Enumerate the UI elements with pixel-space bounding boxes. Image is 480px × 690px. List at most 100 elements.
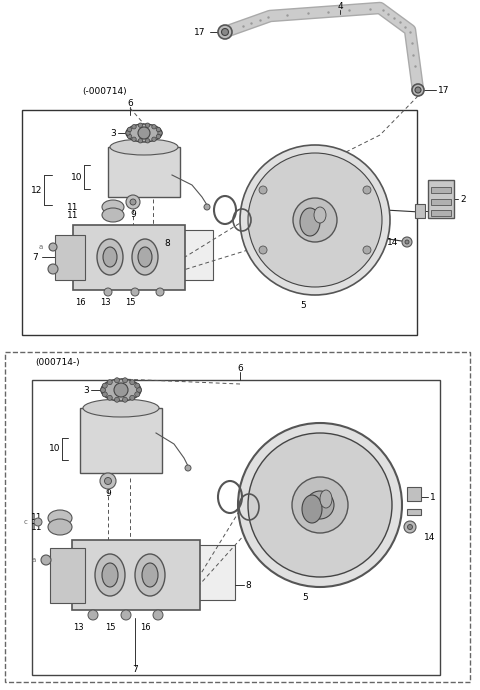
Circle shape [156, 128, 161, 132]
Circle shape [152, 125, 156, 129]
Text: 13: 13 [100, 297, 110, 306]
Circle shape [115, 377, 120, 383]
Circle shape [138, 139, 143, 143]
Ellipse shape [302, 495, 322, 523]
Bar [72, 540, 200, 610]
Circle shape [221, 28, 228, 35]
Circle shape [238, 423, 402, 587]
Text: 9: 9 [105, 489, 111, 497]
Circle shape [248, 433, 392, 577]
Circle shape [102, 383, 108, 388]
Circle shape [49, 243, 57, 251]
Circle shape [127, 135, 132, 139]
Text: 15: 15 [125, 297, 135, 306]
Circle shape [145, 123, 150, 128]
Ellipse shape [135, 554, 165, 596]
Circle shape [122, 377, 128, 383]
Text: 11: 11 [67, 210, 78, 219]
Circle shape [415, 87, 421, 93]
Text: 8: 8 [164, 239, 170, 248]
Text: (-000714): (-000714) [82, 86, 127, 95]
Circle shape [100, 473, 116, 489]
Bar [22, 110, 417, 335]
Text: 14: 14 [386, 237, 398, 246]
Ellipse shape [97, 239, 123, 275]
Ellipse shape [300, 208, 320, 236]
Ellipse shape [48, 510, 72, 526]
Ellipse shape [142, 563, 158, 587]
Bar [175, 230, 213, 280]
Circle shape [402, 237, 412, 247]
Text: 5: 5 [300, 301, 306, 310]
Text: 6: 6 [127, 99, 133, 108]
Bar [407, 487, 421, 501]
Circle shape [408, 524, 412, 529]
Circle shape [126, 131, 130, 135]
Text: 11: 11 [31, 513, 42, 522]
Text: 15: 15 [105, 624, 115, 633]
Ellipse shape [83, 399, 159, 417]
Bar [195, 545, 235, 600]
Ellipse shape [48, 519, 72, 535]
Ellipse shape [102, 563, 118, 587]
Ellipse shape [110, 139, 178, 155]
Circle shape [41, 555, 51, 565]
Circle shape [102, 392, 108, 397]
Text: 3: 3 [83, 386, 89, 395]
Circle shape [156, 135, 161, 139]
Circle shape [121, 610, 131, 620]
Circle shape [293, 198, 337, 242]
Circle shape [138, 127, 150, 139]
Circle shape [34, 518, 42, 526]
Ellipse shape [101, 379, 141, 401]
Text: 1: 1 [437, 206, 443, 215]
Bar [32, 380, 440, 675]
Text: 7: 7 [132, 665, 138, 675]
Circle shape [107, 395, 112, 400]
Circle shape [306, 491, 334, 519]
Text: 14: 14 [424, 533, 435, 542]
Text: 17: 17 [193, 28, 205, 37]
Text: 8: 8 [245, 580, 251, 589]
Bar [428, 180, 454, 218]
Ellipse shape [314, 207, 326, 223]
Circle shape [185, 465, 191, 471]
Circle shape [259, 246, 267, 254]
Circle shape [115, 397, 120, 402]
Text: c: c [24, 519, 28, 525]
Circle shape [100, 388, 106, 393]
Text: (000714-): (000714-) [35, 357, 80, 366]
Text: 1: 1 [430, 493, 436, 502]
Circle shape [218, 25, 232, 39]
Bar [5, 352, 470, 682]
Text: 11: 11 [31, 522, 42, 531]
Text: 17: 17 [438, 86, 449, 95]
Bar [73, 225, 185, 290]
Circle shape [259, 186, 267, 194]
Ellipse shape [102, 208, 124, 222]
Text: 4: 4 [337, 1, 343, 10]
Circle shape [135, 392, 140, 397]
Text: 9: 9 [130, 210, 136, 219]
Circle shape [363, 246, 371, 254]
Circle shape [127, 128, 132, 132]
Text: a: a [32, 557, 36, 563]
Text: 13: 13 [72, 624, 84, 633]
Circle shape [158, 131, 162, 135]
Bar [407, 509, 421, 515]
Text: 10: 10 [48, 444, 60, 453]
Bar [431, 210, 451, 216]
Ellipse shape [95, 554, 125, 596]
Bar [50, 548, 85, 603]
Text: 10: 10 [71, 172, 82, 181]
Text: a: a [39, 244, 43, 250]
Circle shape [105, 477, 111, 484]
Text: 5: 5 [302, 593, 308, 602]
Circle shape [405, 240, 409, 244]
Bar [80, 408, 162, 473]
Circle shape [122, 397, 128, 402]
Circle shape [363, 186, 371, 194]
Circle shape [131, 288, 139, 296]
Circle shape [156, 288, 164, 296]
Circle shape [412, 84, 424, 96]
